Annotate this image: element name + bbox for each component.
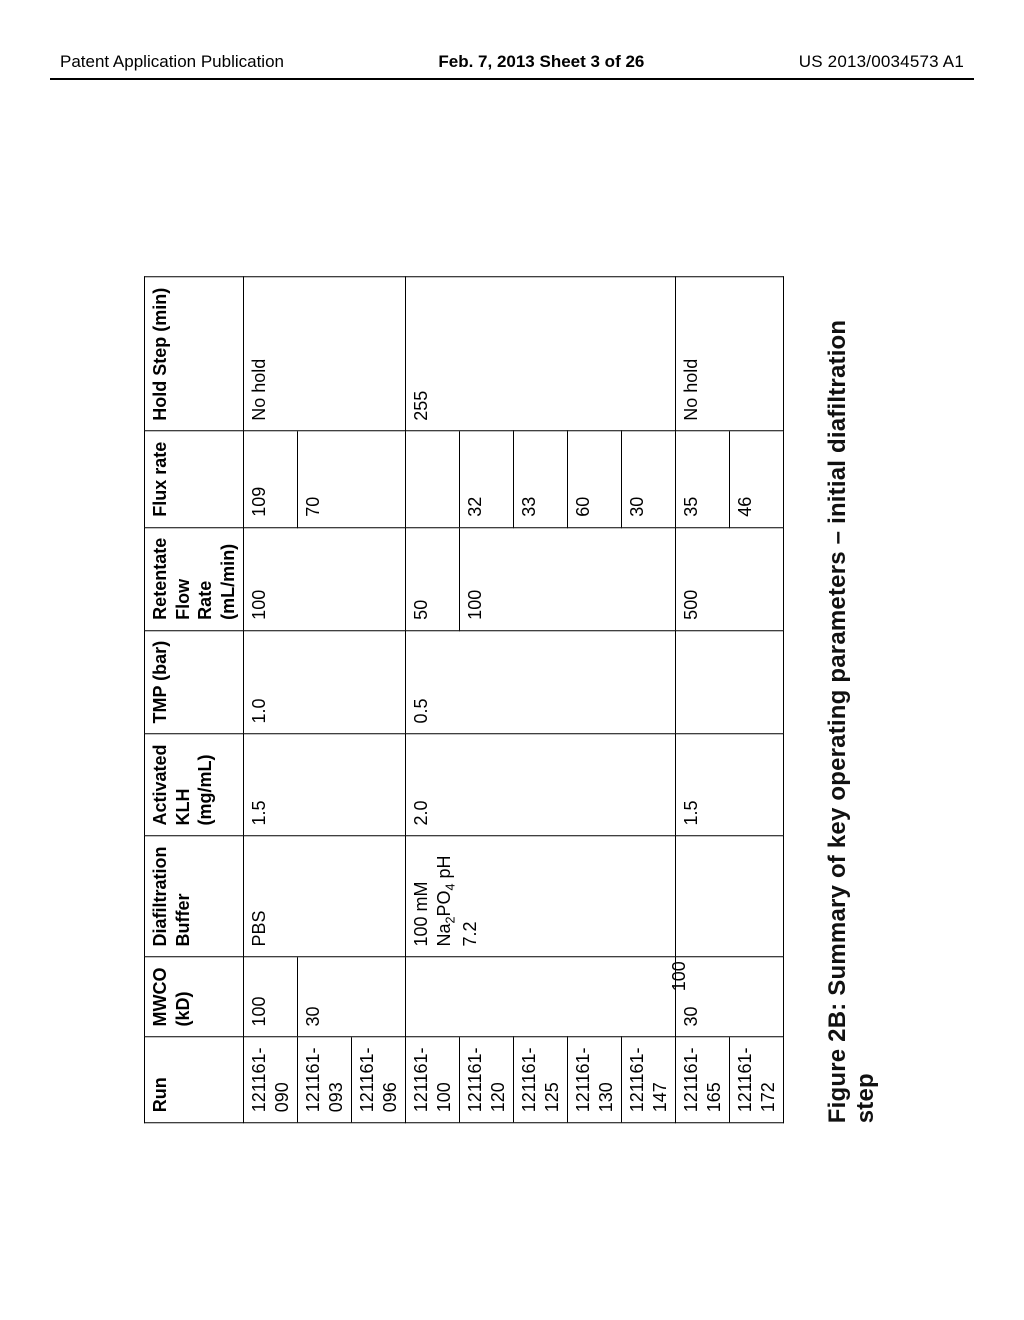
- cell-buffer: 100 mM Na2PO4 pH 7.2: [406, 836, 676, 957]
- cell-run: 121161-125: [514, 1037, 568, 1123]
- cell-flux: [406, 431, 460, 527]
- col-klh: ActivatedKLH(mg/mL): [145, 734, 244, 836]
- cell-mwco: 30: [676, 957, 784, 1037]
- col-hold: Hold Step (min): [145, 277, 244, 431]
- cell-flux: 46: [730, 431, 784, 527]
- cell-run: 121161-120: [460, 1037, 514, 1123]
- figure-caption: Figure 2B: Summary of key operating para…: [824, 277, 880, 1124]
- cell-flux: 70: [298, 431, 406, 527]
- col-mwco: MWCO(kD): [145, 957, 244, 1037]
- cell-mwco: 100: [244, 957, 298, 1037]
- col-tmp: TMP (bar): [145, 630, 244, 734]
- col-run: Run: [145, 1037, 244, 1123]
- cell-tmp: 0.5: [406, 630, 676, 734]
- header-left: Patent Application Publication: [60, 52, 284, 72]
- cell-mwco: [406, 957, 676, 1037]
- col-flux: Flux rate: [145, 431, 244, 527]
- cell-flux: 30: [622, 431, 676, 527]
- cell-klh: 2.0: [406, 734, 676, 836]
- header-right: US 2013/0034573 A1: [799, 52, 964, 72]
- cell-hold: No hold: [244, 277, 406, 431]
- parameters-table: Run MWCO(kD) DiafiltrationBuffer Activat…: [144, 277, 784, 1124]
- cell-run: 121161-172: [730, 1037, 784, 1123]
- page-header: Patent Application Publication Feb. 7, 2…: [0, 52, 1024, 72]
- cell-ret: 100: [244, 527, 406, 630]
- cell-hold: No hold: [676, 277, 784, 431]
- cell-flux: 32: [460, 431, 514, 527]
- table-row: 121161-100 100 mM Na2PO4 pH 7.2 2.0 0.5 …: [406, 277, 460, 1123]
- cell-tmp: 1.0: [244, 630, 406, 734]
- cell-run: 121161-100: [406, 1037, 460, 1123]
- cell-ret: 50: [406, 527, 460, 630]
- cell-flux: 33: [514, 431, 568, 527]
- cell-hold: 255: [406, 277, 676, 431]
- cell-flux: 60: [568, 431, 622, 527]
- col-retentate: Retentate FlowRate (mL/min): [145, 527, 244, 630]
- cell-run: 121161-130: [568, 1037, 622, 1123]
- cell-mwco-overlay: 100: [669, 961, 690, 991]
- cell-buffer: PBS: [244, 836, 406, 957]
- table-row: 121161-165 30 1.5 500 35 No hold: [676, 277, 730, 1123]
- cell-mwco: 30: [298, 957, 406, 1037]
- col-buffer: DiafiltrationBuffer: [145, 836, 244, 957]
- cell-klh: 1.5: [244, 734, 406, 836]
- cell-buffer: [676, 836, 784, 957]
- page: Patent Application Publication Feb. 7, 2…: [0, 0, 1024, 1320]
- table-header-row: Run MWCO(kD) DiafiltrationBuffer Activat…: [145, 277, 244, 1123]
- cell-flux: 109: [244, 431, 298, 527]
- cell-run: 121161-090: [244, 1037, 298, 1123]
- header-rule: [50, 78, 974, 80]
- cell-klh: 1.5: [676, 734, 784, 836]
- cell-run: 121161-147: [622, 1037, 676, 1123]
- cell-run: 121161-093: [298, 1037, 352, 1123]
- cell-flux: 35: [676, 431, 730, 527]
- header-center: Feb. 7, 2013 Sheet 3 of 26: [438, 52, 644, 72]
- cell-ret: 100: [460, 527, 676, 630]
- cell-ret: 500: [676, 527, 784, 630]
- cell-run: 121161-096: [352, 1037, 406, 1123]
- cell-run: 121161-165: [676, 1037, 730, 1123]
- cell-tmp: [676, 630, 784, 734]
- figure-area: Run MWCO(kD) DiafiltrationBuffer Activat…: [144, 277, 880, 1124]
- table-row: 121161-090 100 PBS 1.5 1.0 100 109 No ho…: [244, 277, 298, 1123]
